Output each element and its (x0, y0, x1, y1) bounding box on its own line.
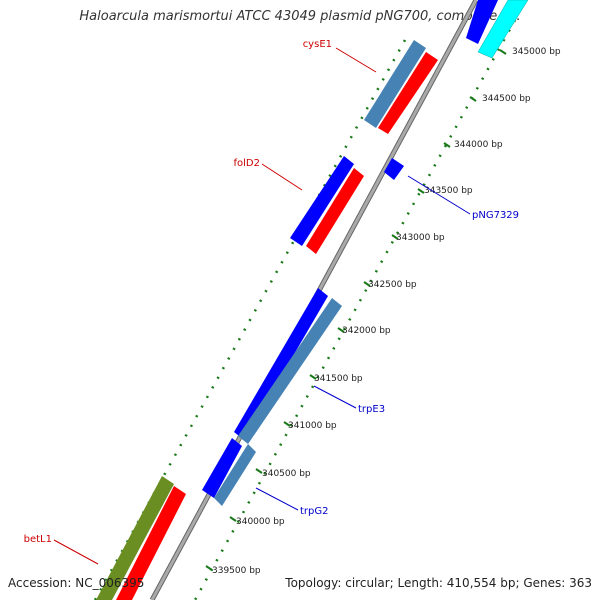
gene-label-betl1[interactable]: betL1 (24, 534, 52, 545)
gene-features (96, 0, 529, 600)
tick-label: 344000 bp (454, 140, 503, 150)
label-leaders (53, 47, 471, 565)
gene-label-fold2[interactable]: folD2 (234, 158, 260, 169)
gene-red-2[interactable] (306, 168, 364, 254)
gene-label-trpg2[interactable]: trpG2 (300, 506, 329, 517)
gene-cyan[interactable] (477, 0, 529, 59)
inner-dotted-ring (193, 19, 517, 600)
tick-label: 342500 bp (368, 280, 417, 290)
tick-labels: 345000 bp 344500 bp 344000 bp 343500 bp … (212, 47, 561, 576)
major-ticks (205, 49, 507, 571)
gene-label-png7329[interactable]: pNG7329 (472, 210, 519, 221)
gene-red-3[interactable] (116, 486, 186, 600)
gene-label-trpe3[interactable]: trpE3 (358, 404, 385, 415)
gene-blue-top[interactable] (466, 0, 498, 44)
gene-fold2[interactable] (290, 156, 354, 246)
gene-red-1[interactable] (378, 52, 438, 134)
gene-blue-long-2[interactable] (202, 438, 242, 498)
gene-cyse1[interactable] (364, 40, 426, 128)
gene-betl1[interactable] (96, 476, 174, 600)
tick-label: 343500 bp (424, 186, 473, 196)
tick-label: 341500 bp (314, 374, 363, 384)
tick-label: 343000 bp (396, 233, 445, 243)
accession-text: Accession: NC_006395 (8, 576, 145, 590)
tick-label: 340000 bp (236, 517, 285, 527)
topology-summary: Topology: circular; Length: 410,554 bp; … (285, 576, 592, 590)
gene-trpg2[interactable] (214, 444, 256, 506)
gene-labels: cysE1 folD2 betL1 pNG7329 trpE3 trpG2 (24, 39, 519, 545)
tick-label: 344500 bp (482, 94, 531, 104)
tick-label: 341000 bp (288, 421, 337, 431)
gene-blue-small[interactable] (384, 158, 404, 180)
tick-label: 339500 bp (212, 566, 261, 576)
tick-label: 345000 bp (512, 47, 561, 57)
gene-blue-long-1[interactable] (234, 288, 328, 440)
map-title: Haloarcula marismortui ATCC 43049 plasmi… (79, 9, 521, 24)
gene-label-cyse1[interactable]: cysE1 (303, 39, 332, 50)
tick-label: 340500 bp (262, 469, 311, 479)
gene-trpe3[interactable] (238, 298, 342, 444)
tick-label: 342000 bp (342, 326, 391, 336)
outer-dotted-ring (93, 39, 407, 600)
